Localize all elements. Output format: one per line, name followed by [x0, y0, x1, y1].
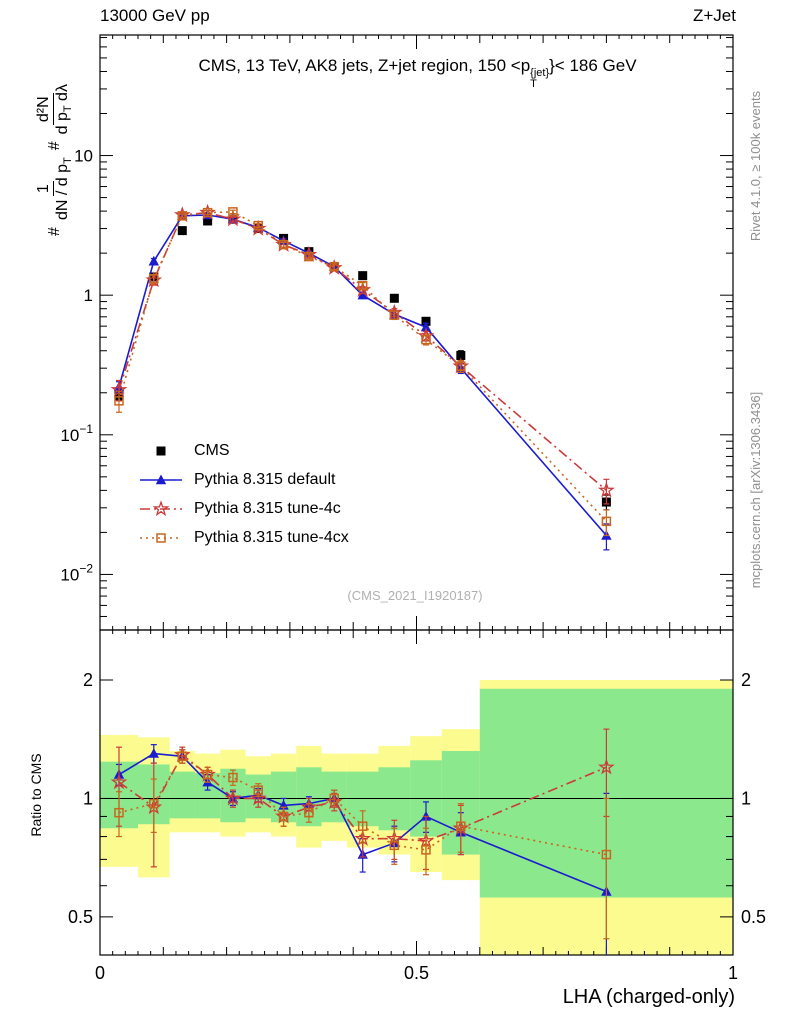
analysis-id-watermark: (CMS_2021_I1920187)	[347, 588, 483, 603]
legend-label-pythia-default: Pythia 8.315 default	[194, 470, 336, 488]
svg-text:0.5: 0.5	[404, 963, 429, 983]
x-axis-label: LHA (charged-only)	[562, 986, 735, 1008]
legend-label-tune-4cx: Pythia 8.315 tune-4cx	[194, 528, 349, 546]
pt-jet-sub: T	[530, 78, 537, 90]
legend-item-tune-4c: Pythia 8.315 tune-4c	[138, 494, 349, 523]
ylabel-frac2: d²N d pT dλ	[34, 84, 75, 134]
svg-text:0.5: 0.5	[741, 907, 766, 927]
rivet-version-note: Rivet 4.1.0, ≥ 100k events	[748, 90, 763, 242]
legend-marker-cms-icon	[156, 446, 166, 455]
legend-marker-pythia-default-icon	[140, 474, 182, 484]
process-label: Z+Jet	[693, 6, 736, 25]
ratio-y-axis-label: Ratio to CMS	[28, 753, 44, 837]
ylabel-hash1: #	[46, 227, 63, 236]
panel-title-prefix: CMS, 13 TeV, AK8 jets, Z+jet region, 150…	[198, 56, 531, 75]
svg-text:10−1: 10−1	[60, 422, 93, 445]
svg-text:1: 1	[728, 963, 738, 983]
svg-text:1: 1	[741, 788, 751, 808]
ylabel-frac2-den-tail: dλ	[54, 84, 72, 106]
legend-marker-tune-4cx-icon	[140, 532, 182, 543]
svg-text:10−2: 10−2	[60, 561, 93, 584]
svg-text:1: 1	[84, 286, 93, 305]
main-y-axis-label: # 1 dN / d pT # d²N d pT dλ	[27, 20, 83, 300]
legend: CMS Pythia 8.315 default Pythia 8.315 tu…	[138, 436, 349, 552]
ylabel-frac1-den: dN / d pT	[54, 157, 75, 220]
legend-item-tune-4cx: Pythia 8.315 tune-4cx	[138, 523, 349, 552]
legend-item-cms: CMS	[138, 436, 349, 465]
ylabel-hash2: #	[46, 141, 63, 151]
legend-item-pythia-default: Pythia 8.315 default	[138, 465, 349, 494]
svg-text:2: 2	[741, 670, 751, 690]
ylabel-frac2-den: d pT dλ	[54, 84, 75, 134]
legend-label-tune-4c: Pythia 8.315 tune-4c	[194, 499, 341, 517]
ylabel-frac1-den-sub: T	[62, 157, 75, 165]
ylabel-frac1-den-main: dN / d p	[54, 164, 72, 221]
svg-text:2: 2	[83, 670, 93, 690]
panel-title-suffix: }< 186 GeV	[549, 56, 637, 75]
svg-text:1: 1	[83, 788, 93, 808]
beam-energy-label: 13000 GeV pp	[100, 6, 210, 25]
pt-jet-sup: {jet}	[530, 67, 550, 79]
mcplots-arxiv-note: mcplots.cern.ch [arXiv:1306.3436]	[748, 391, 763, 589]
pt-jet-script: {jet} T	[530, 68, 549, 90]
legend-marker-tune-4c-icon	[140, 499, 182, 516]
ylabel-frac2-num: d²N	[34, 93, 55, 126]
ylabel-frac2-den-sub: T	[62, 105, 75, 113]
legend-label-cms: CMS	[194, 441, 230, 459]
ylabel-frac1: 1 dN / d pT	[34, 157, 75, 220]
ylabel-frac2-den-main: d p	[54, 112, 72, 135]
ylabel-frac1-num: 1	[34, 181, 55, 197]
svg-text:0.5: 0.5	[68, 907, 93, 927]
panel-title: CMS, 13 TeV, AK8 jets, Z+jet region, 150…	[105, 56, 730, 90]
svg-text:0: 0	[95, 963, 105, 983]
svg-text:10: 10	[74, 147, 93, 166]
